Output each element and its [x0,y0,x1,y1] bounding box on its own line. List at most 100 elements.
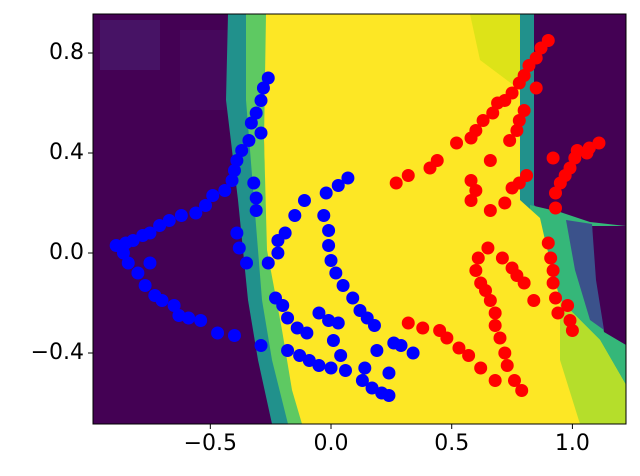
point [517,104,531,117]
point [189,206,203,220]
point [592,136,606,150]
point [254,339,268,352]
point [423,161,437,175]
point [500,359,514,372]
point [346,291,360,305]
point [244,116,258,130]
point [278,226,292,240]
point [143,256,157,270]
point [580,146,594,160]
point [153,219,167,232]
point [312,359,326,372]
point [452,341,466,355]
point [249,204,263,217]
point [488,374,502,387]
point [235,144,249,157]
point [167,299,181,312]
point [495,251,509,265]
plot-frame [92,13,627,425]
surface-patch [100,20,160,70]
point [561,299,575,312]
point [355,374,369,387]
point [162,214,176,227]
point [462,349,476,362]
point [544,251,558,265]
point [293,349,307,362]
point [488,319,502,332]
point [568,151,582,165]
point [331,179,345,192]
x-tick-label: 0.5 [434,431,469,456]
x-tick-label: 0.0 [314,431,349,456]
point [322,239,336,252]
point [326,334,340,347]
point [329,266,343,280]
point [512,114,526,127]
point [242,134,256,147]
point [565,324,579,337]
surface-high [470,14,520,90]
point [256,81,270,95]
point [549,186,563,200]
y-tick-label: 0.8 [49,40,84,65]
point [322,224,336,237]
points [109,34,606,402]
point [416,321,430,335]
point [324,254,338,267]
point [116,246,130,260]
point [483,154,497,167]
point [469,184,483,197]
point [546,151,560,165]
point [503,134,517,147]
point [365,381,379,395]
point [488,306,502,320]
point [401,316,415,330]
point [515,384,529,397]
point [394,339,408,352]
point [138,279,152,292]
point [254,94,268,107]
point [312,306,326,320]
point [240,256,254,270]
point [230,226,244,240]
point [406,346,420,360]
point [358,361,372,375]
point [198,199,212,212]
y-tick-label: 0.4 [49,140,84,165]
surface-high [264,14,626,424]
point [476,114,490,127]
point [334,349,348,362]
point [227,329,241,342]
point [281,344,295,357]
point [464,131,478,145]
point [549,291,563,305]
point [319,186,333,200]
point [553,176,567,190]
point [281,311,295,325]
point [131,266,145,280]
point [493,331,507,345]
point [534,41,548,55]
point [288,209,302,222]
point [331,316,345,330]
point [324,361,338,375]
point [297,194,311,207]
point [546,276,560,290]
point [227,164,241,177]
point [261,71,275,85]
point [498,196,512,210]
point [121,256,135,270]
point [206,189,220,202]
point [317,209,331,222]
point [450,136,464,150]
point [433,324,447,337]
point [486,106,500,120]
point [271,246,285,260]
point [261,256,275,270]
point [341,171,355,185]
point [155,294,169,307]
point [512,76,526,90]
point [247,176,261,190]
point [382,366,396,380]
